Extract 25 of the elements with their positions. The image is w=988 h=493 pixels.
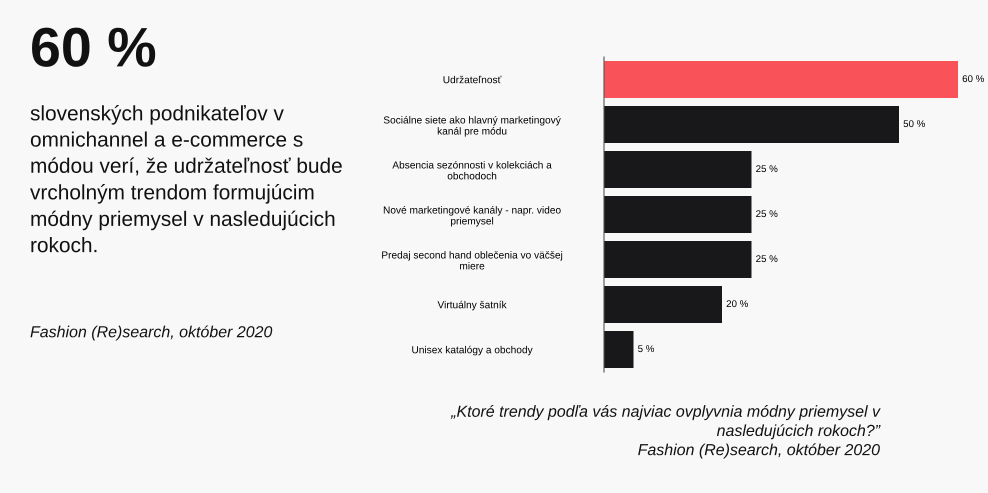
- y-tick-label: Absencia sezónnosti v kolekciách a obchodoch: [392, 160, 552, 180]
- bar: [604, 151, 752, 188]
- y-tick-label: Nové marketingové kanály - napr. video priemysel: [384, 206, 561, 227]
- bar: [604, 331, 634, 368]
- y-tick-label: Udržateľnosť: [444, 76, 502, 84]
- y-tick-label: Unisex katalógy a obchody: [412, 346, 533, 356]
- text: „Ktoré trendy podľa vás najviac ovplyvnia módny priemysel v nasledujúcich rokoch?” Fashion (Re)search, október 2020: [450, 405, 881, 458]
- data-label: 25 %: [756, 255, 778, 262]
- data-label: 5 %: [638, 345, 654, 352]
- data-label: 25 %: [756, 165, 778, 172]
- bar: [604, 106, 899, 143]
- bar: [604, 286, 722, 323]
- bar: [604, 61, 958, 98]
- bar: [604, 241, 752, 278]
- bar: [604, 196, 752, 233]
- y-tick-label: Sociálne siete ako hlavný marketingový kanál pre módu: [384, 116, 561, 137]
- data-label: 60 %: [962, 75, 984, 82]
- text: Fashion (Re)search, október 2020: [30, 325, 272, 341]
- data-label: 25 %: [756, 210, 778, 218]
- y-tick-label: Predaj second hand oblečenia vo väčšej miere: [382, 251, 562, 270]
- text: slovenských podnikateľov v omnichannel a e-commerce s módou verí, že udržateľnosť bude vrcholným trendom formujúcim módny priemysel v nasledujúcich rokoch.: [30, 105, 342, 252]
- text: 60 %: [32, 28, 156, 67]
- data-label: 50 %: [904, 120, 925, 128]
- y-tick-label: Virtuálny šatník: [438, 300, 507, 310]
- data-label: 20 %: [726, 300, 748, 308]
